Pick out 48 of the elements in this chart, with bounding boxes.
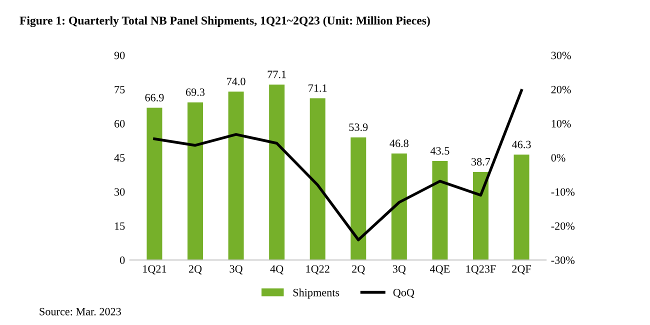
- bar: [146, 108, 162, 260]
- x-tick-label: 2Q: [188, 265, 202, 274]
- bar: [391, 154, 407, 260]
- y2-tick-label: 20%: [551, 86, 571, 94]
- x-tick-label: 4Q: [270, 265, 284, 274]
- legend-label: Shipments: [293, 288, 340, 299]
- y-tick-label: 45: [114, 154, 125, 162]
- y2-tick-label: 0%: [551, 154, 566, 162]
- legend-label: QoQ: [393, 288, 414, 298]
- x-tick-label: 3Q: [392, 265, 406, 274]
- x-tick-label: 1Q22: [306, 265, 330, 274]
- chart-title: Figure 1: Quarterly Total NB Panel Shipments, 1Q21~2Q23 (Unit: Million Pieces): [20, 16, 430, 28]
- data-label: 38.7: [472, 158, 490, 166]
- data-label: 74.0: [227, 78, 246, 86]
- x-tick-label: 1Q23F: [466, 265, 496, 274]
- source-note: Source: Mar. 2023: [40, 308, 121, 316]
- y2-tick-label: 10%: [552, 120, 571, 128]
- y-tick-label: 90: [114, 52, 125, 60]
- y2-tick-label: -10%: [551, 188, 575, 196]
- bar: [310, 98, 326, 260]
- bar: [228, 92, 244, 260]
- bar: [269, 84, 285, 260]
- data-label: 66.9: [145, 94, 164, 102]
- y-tick-label: 60: [114, 120, 125, 128]
- data-label: 46.8: [390, 140, 408, 148]
- y2-tick-label: 30%: [551, 52, 571, 60]
- data-label: 69.3: [186, 88, 205, 96]
- y-tick-label: 0: [120, 256, 125, 264]
- x-tick-label: 2Q: [352, 265, 365, 274]
- y2-tick-label: -20%: [551, 222, 575, 230]
- data-label: 53.9: [349, 123, 368, 132]
- bar: [472, 172, 488, 260]
- data-label: 46.3: [512, 140, 531, 148]
- data-label: 77.1: [268, 70, 286, 78]
- y-tick-label: 15: [115, 222, 125, 230]
- bar: [514, 154, 530, 260]
- y-tick-label: 30: [114, 188, 125, 196]
- y2-tick-label: -30%: [551, 256, 575, 264]
- x-tick-label: 1Q21: [143, 265, 166, 274]
- bar: [432, 161, 448, 260]
- data-label: 43.5: [430, 147, 450, 155]
- x-tick-label: 4QE: [430, 265, 450, 274]
- bar: [188, 102, 204, 260]
- bar: [350, 137, 366, 260]
- x-tick-label: 3Q: [230, 265, 243, 274]
- data-label: 71.1: [308, 84, 327, 92]
- y-tick-label: 75: [114, 86, 125, 94]
- x-tick-label: 2QF: [512, 265, 532, 274]
